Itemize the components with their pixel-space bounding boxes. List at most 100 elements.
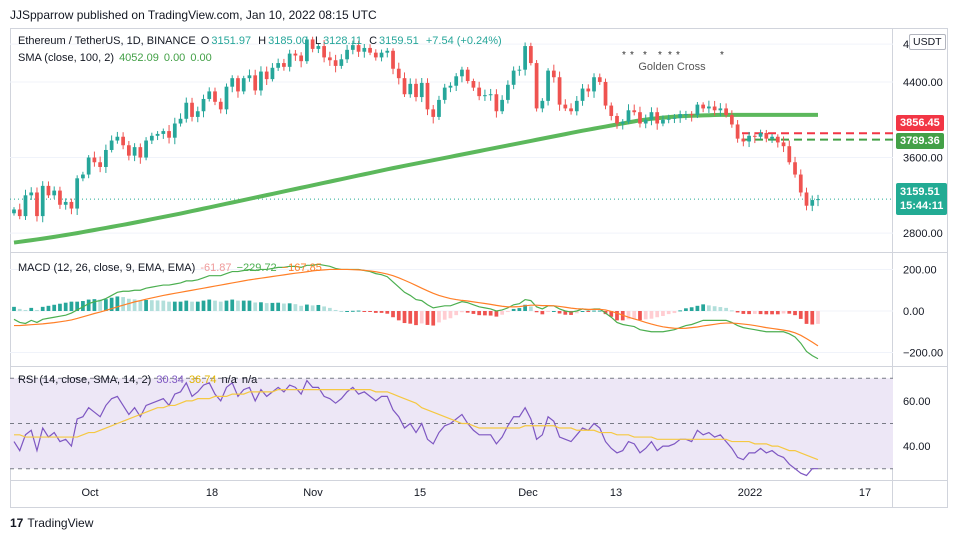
candle-body	[29, 192, 34, 196]
candle-body	[500, 99, 505, 112]
macd-histogram-bar	[52, 304, 57, 311]
sma-legend: SMA (close, 100, 2) 4052.09 0.00 0.00	[18, 52, 214, 64]
macd-histogram-bar	[368, 311, 372, 312]
macd-histogram-bar	[712, 306, 717, 311]
candle-body	[316, 46, 321, 49]
tradingview-logo[interactable]: 17 TradingView	[10, 516, 93, 530]
macd-histogram-bar	[327, 307, 332, 311]
candle-body	[718, 108, 723, 111]
macd-histogram-bar	[138, 300, 143, 311]
candle-body	[132, 147, 137, 156]
macd-histogram-bar	[546, 311, 550, 312]
candle-body	[391, 50, 395, 69]
marker-asterisk: *	[622, 50, 626, 61]
time-tick-label: 15	[414, 487, 426, 499]
macd-histogram-bar	[126, 298, 131, 311]
macd-histogram-bar	[92, 299, 97, 311]
currency-badge[interactable]: USDT	[909, 34, 946, 50]
marker-asterisk: *	[643, 50, 647, 61]
candle-body	[402, 78, 407, 95]
candle-body	[190, 102, 194, 117]
macd-histogram-bar	[431, 311, 436, 326]
candle-body	[523, 46, 527, 70]
candle-body	[213, 91, 217, 102]
macd-histogram-bar	[63, 302, 68, 311]
macd-histogram-bar	[172, 301, 177, 311]
macd-histogram-bar	[104, 299, 108, 311]
candle-body	[322, 46, 326, 58]
macd-histogram-bar	[282, 303, 286, 311]
macd-histogram-bar	[477, 311, 482, 316]
candle-body	[666, 118, 671, 120]
marker-asterisk: *	[658, 50, 662, 61]
macd-histogram-bar	[98, 299, 103, 311]
candle-body	[454, 76, 459, 86]
macd-histogram-bar	[385, 311, 390, 314]
macd-histogram-bar	[115, 296, 120, 311]
macd-histogram-bar	[29, 307, 34, 311]
macd-histogram-bar	[494, 311, 499, 317]
macd-histogram-bar	[695, 305, 700, 311]
candle-body	[793, 162, 797, 175]
candle-body	[293, 53, 298, 56]
candle-body	[350, 45, 355, 50]
sma-line	[13, 112, 818, 245]
candle-body	[121, 136, 125, 146]
macd-histogram-bar	[632, 311, 637, 319]
signal-line	[14, 268, 819, 347]
rsi-na-1: n/a	[221, 374, 237, 386]
macd-histogram-bar	[718, 307, 723, 311]
macd-histogram-bar	[373, 311, 378, 313]
candle-body	[81, 174, 85, 179]
macd-histogram-bar	[758, 311, 763, 315]
price-tag-red: 3856.45	[896, 115, 944, 131]
macd-histogram-bar	[724, 307, 728, 311]
candle-body	[448, 85, 453, 88]
macd-histogram-bar	[69, 301, 74, 311]
macd-histogram-bar	[391, 311, 395, 318]
candle-body	[506, 84, 510, 100]
candle-body	[35, 192, 39, 217]
candle-body	[712, 106, 717, 111]
macd-histogram-bar	[40, 306, 45, 311]
candle-body	[224, 86, 229, 110]
candle-body	[195, 111, 200, 117]
candle-body	[282, 63, 286, 67]
candle-body	[580, 88, 585, 101]
macd-value: −229.72	[236, 262, 277, 274]
macd-histogram-bar	[437, 311, 441, 323]
candle-body	[218, 101, 223, 110]
macd-histogram-bar	[155, 300, 160, 311]
candle-body	[23, 195, 28, 217]
countdown: 15:44:11	[900, 200, 944, 212]
macd-histogram-bar	[528, 306, 533, 311]
macd-histogram-bar	[345, 311, 349, 312]
candle-body	[17, 209, 22, 217]
candle-body	[327, 57, 332, 61]
macd-histogram-bar	[488, 311, 493, 316]
ohlc-h: H 3185.00	[258, 35, 308, 47]
candle-body	[207, 91, 212, 99]
candle-body	[770, 136, 774, 139]
macd-histogram-bar	[816, 311, 820, 324]
candle-body	[287, 53, 292, 67]
macd-histogram-bar	[678, 310, 683, 312]
candle-body	[368, 47, 372, 53]
rsi-value: 30.34	[156, 374, 184, 386]
macd-histogram-bar	[781, 311, 786, 314]
macd-histogram-bar	[649, 311, 654, 319]
price-axis-frame	[893, 28, 948, 508]
macd-histogram-bar	[270, 302, 275, 311]
candle-body	[408, 83, 413, 95]
candle-body	[643, 119, 648, 124]
sma-label: SMA (close, 100, 2)	[18, 52, 114, 64]
macd-histogram-bar	[356, 310, 361, 312]
macd-histogram-bar	[81, 301, 85, 311]
macd-pane: 200.00 0.00 −200.00	[10, 263, 948, 367]
macd-histogram-bar	[350, 310, 355, 312]
candle-body	[253, 75, 258, 91]
candle-body	[689, 114, 694, 116]
candle-body	[816, 199, 820, 201]
candle-body	[379, 52, 384, 58]
